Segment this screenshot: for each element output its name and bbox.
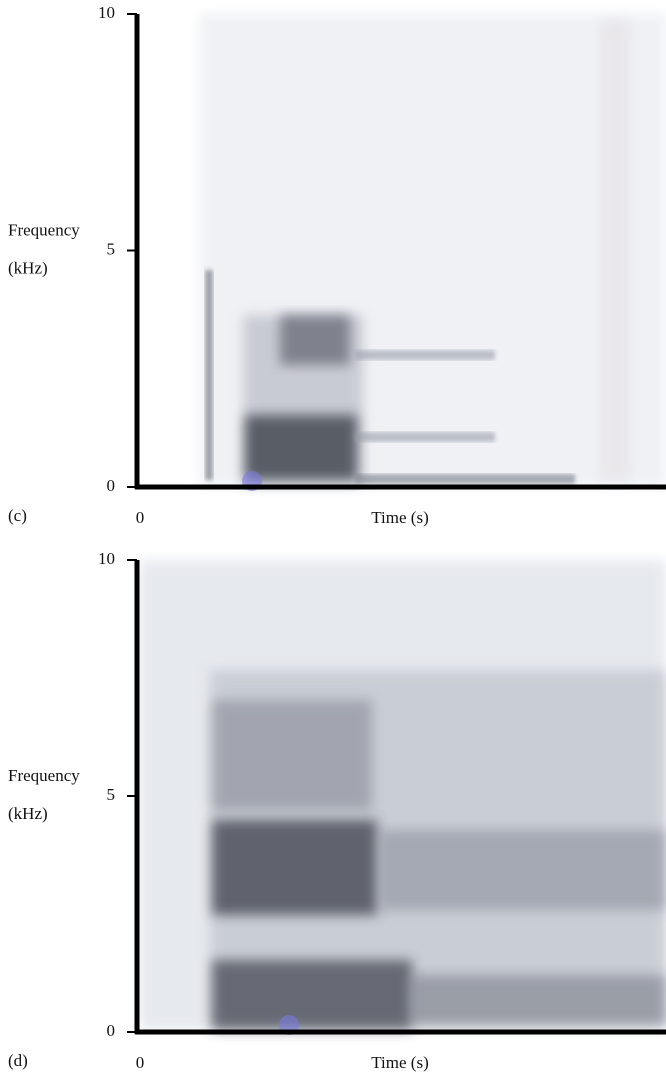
panel-label: (d) — [8, 1051, 28, 1070]
y-tick-label: 0 — [107, 476, 116, 495]
y-axis-label: (kHz) — [8, 804, 48, 823]
y-axis-label: Frequency — [8, 766, 80, 785]
y-tick-label: 10 — [98, 549, 115, 568]
y-tick-label: 0 — [107, 1021, 116, 1040]
y-axis-label: (kHz) — [8, 258, 48, 277]
y-tick-label: 10 — [98, 3, 115, 22]
x-axis-label: Time (s) — [371, 1053, 428, 1072]
x-tick-label: 0 — [136, 1053, 145, 1072]
x-axis-label: Time (s) — [371, 508, 428, 527]
spectrogram-c — [200, 14, 666, 491]
y-tick-label: 5 — [107, 785, 116, 804]
x-tick-label: 0 — [136, 508, 145, 527]
panel-label: (c) — [8, 506, 27, 525]
spectrogram-d — [140, 560, 666, 1035]
y-tick-label: 5 — [107, 239, 116, 258]
y-axis-label: Frequency — [8, 220, 80, 239]
